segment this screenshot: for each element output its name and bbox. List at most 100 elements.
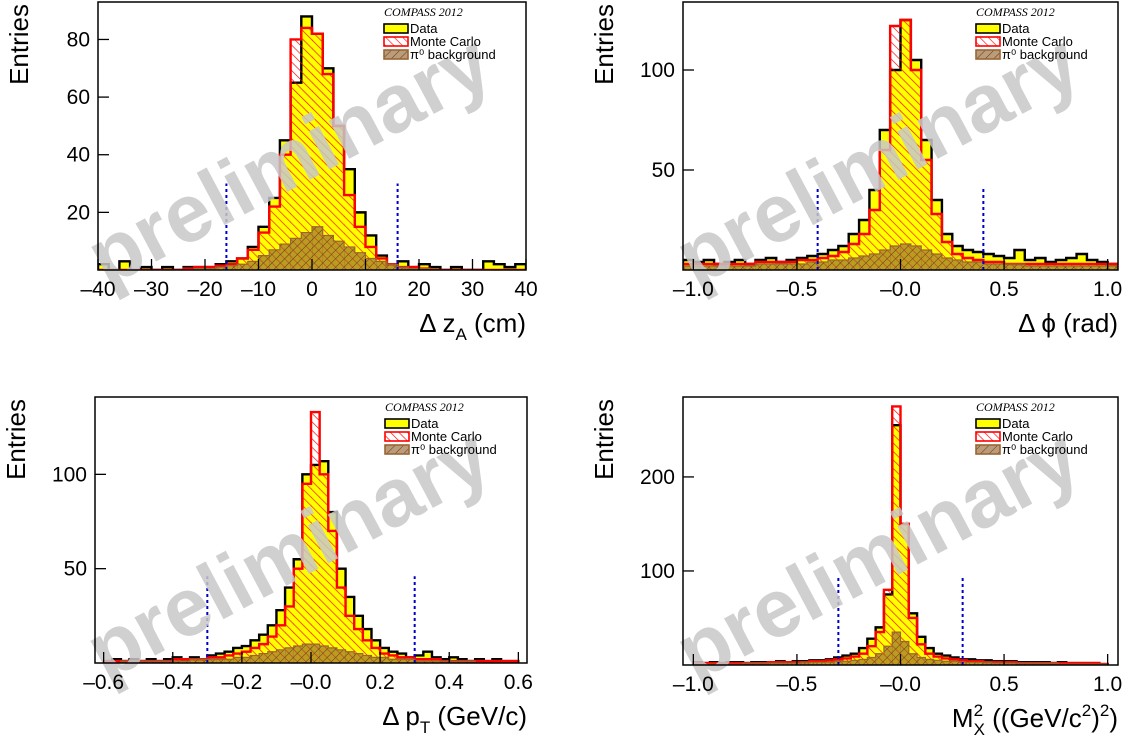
histogram-bin: [388, 659, 398, 663]
histogram-bin: [724, 266, 736, 270]
plot-area: [692, 405, 1109, 665]
histogram-bin: [809, 662, 818, 665]
x-tick-label: –1.0: [673, 278, 714, 301]
histogram-bin: [431, 661, 441, 663]
x-tick-label: 1.0: [1093, 673, 1122, 696]
legend-label: Data: [410, 21, 438, 36]
x-axis-title-part: X: [974, 720, 985, 739]
histogram-bin: [931, 214, 943, 270]
histogram-outline: [692, 631, 1109, 665]
histogram-bin: [765, 264, 777, 270]
x-axis-title-part: Δ z: [419, 308, 455, 338]
histogram-bin: [285, 647, 295, 663]
histogram-bin: [354, 653, 364, 663]
histogram-bin: [892, 632, 901, 665]
y-axis-title: Entries: [589, 399, 619, 480]
histogram-outline: [683, 243, 1118, 270]
panel: preliminary–1.0 –0.5 –0.0 0.5 1.050100Entrie…: [589, 1, 1122, 338]
histogram-bin: [759, 663, 769, 665]
histogram-bin: [140, 267, 152, 270]
x-tick-label: 20: [407, 278, 430, 301]
histogram-bin: [801, 662, 810, 665]
plot-area: [683, 18, 1118, 270]
x-axis-title-part: (GeV/c): [430, 701, 527, 731]
histogram-bin: [892, 406, 901, 665]
histogram-bin: [449, 661, 459, 663]
histogram-bin: [483, 261, 495, 270]
histogram-bin: [493, 264, 505, 270]
histogram-bin: [279, 154, 291, 270]
histogram-bin: [867, 646, 876, 665]
histogram-bin: [921, 160, 932, 270]
histogram-bin: [859, 256, 870, 270]
x-axis-title-part: A: [455, 325, 467, 344]
histogram-bin: [354, 252, 366, 270]
histogram-bin: [241, 657, 251, 663]
histogram-bin: [755, 264, 767, 270]
histogram-bin: [362, 655, 372, 663]
histogram-bin: [848, 244, 860, 270]
histogram-bin: [848, 258, 860, 270]
histogram-bin: [883, 589, 893, 665]
histogram-bin: [312, 33, 323, 270]
y-axis-title: Entries: [4, 4, 34, 85]
histogram-bin: [931, 254, 943, 270]
histogram-bin: [406, 659, 415, 663]
histogram-bin: [825, 662, 835, 665]
histogram-bin: [890, 26, 901, 270]
histogram-bin: [910, 70, 922, 270]
x-tick-label: 0: [306, 278, 318, 301]
histogram-bin: [336, 587, 346, 663]
histogram-bin: [869, 254, 881, 270]
y-tick-label: 80: [67, 28, 90, 51]
histogram-bin: [312, 226, 323, 270]
x-axis-title-part: 2: [974, 701, 983, 720]
histogram-bin: [190, 659, 199, 663]
histogram-bin: [693, 266, 705, 270]
x-tick-label: –0.0: [880, 673, 921, 696]
legend-swatch: [384, 418, 410, 429]
histogram-bin: [842, 661, 852, 665]
histogram-bin: [419, 264, 430, 270]
histogram-bin: [344, 246, 356, 270]
x-axis-title-part: 2: [1100, 701, 1109, 720]
histogram-bin: [376, 261, 388, 270]
x-tick-label: –0.5: [776, 278, 817, 301]
legend-title: COMPASS 2012: [384, 5, 463, 19]
histogram-bin: [328, 530, 338, 663]
histogram-bin: [345, 651, 355, 663]
histogram-bin: [293, 568, 303, 663]
histogram-bin: [322, 235, 334, 270]
histogram-bin: [817, 262, 829, 270]
histogram-bin: [354, 226, 366, 270]
histogram-bin: [941, 242, 953, 270]
x-tick-label: –30: [134, 278, 169, 301]
histogram-bin: [908, 653, 918, 665]
histogram-bin: [1024, 663, 1034, 665]
legend-label: Data: [1002, 416, 1030, 431]
histogram-bin: [247, 261, 259, 270]
histogram-bin: [850, 660, 860, 665]
histogram-bin: [910, 246, 922, 270]
histogram-bin: [397, 261, 409, 270]
histogram-bin: [917, 657, 926, 665]
x-tick-label: –40: [80, 278, 115, 301]
histogram-bin: [181, 661, 191, 663]
y-axis-title: Entries: [589, 4, 619, 85]
histogram-bin: [962, 262, 974, 270]
legend-label: Monte Carlo: [1002, 34, 1073, 49]
histogram-bin: [828, 260, 839, 270]
histogram-bin: [941, 661, 951, 665]
x-tick-label: –0.0: [291, 671, 332, 694]
histogram-bin: [786, 264, 798, 270]
histogram-bin: [215, 659, 225, 663]
x-axis-title-part: ): [1109, 703, 1118, 733]
y-axis-title: Entries: [1, 399, 31, 480]
x-tick-label: 0.5: [989, 278, 1018, 301]
histogram-bin: [1024, 266, 1036, 270]
histogram-bin: [867, 657, 876, 665]
legend-swatch: [383, 49, 409, 60]
histogram-bin: [302, 644, 312, 663]
histogram-bin: [751, 663, 760, 665]
